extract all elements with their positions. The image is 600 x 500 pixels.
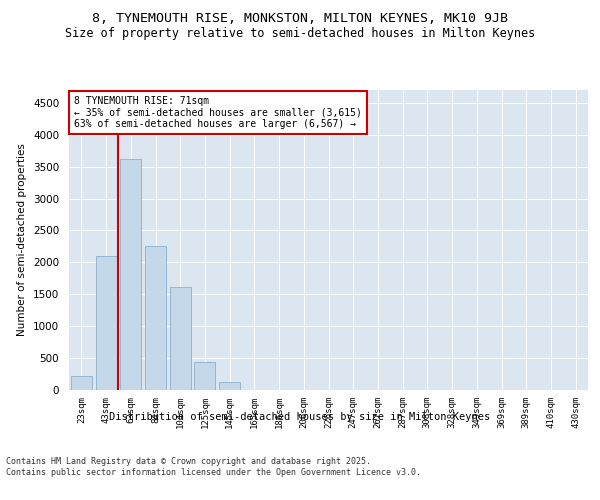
Text: Distribution of semi-detached houses by size in Milton Keynes: Distribution of semi-detached houses by …: [109, 412, 491, 422]
Bar: [170, 286, 191, 390]
Bar: [95, 256, 116, 390]
Bar: [145, 246, 166, 390]
Text: Size of property relative to semi-detached houses in Milton Keynes: Size of property relative to semi-detach…: [65, 28, 535, 40]
Text: 8 TYNEMOUTH RISE: 71sqm
← 35% of semi-detached houses are smaller (3,615)
63% of: 8 TYNEMOUTH RISE: 71sqm ← 35% of semi-de…: [74, 96, 362, 129]
Text: 8, TYNEMOUTH RISE, MONKSTON, MILTON KEYNES, MK10 9JB: 8, TYNEMOUTH RISE, MONKSTON, MILTON KEYN…: [92, 12, 508, 26]
Bar: [120, 159, 141, 390]
Text: Contains HM Land Registry data © Crown copyright and database right 2025.
Contai: Contains HM Land Registry data © Crown c…: [6, 458, 421, 477]
Bar: [71, 376, 92, 390]
Bar: [194, 362, 215, 390]
Y-axis label: Number of semi-detached properties: Number of semi-detached properties: [17, 144, 28, 336]
Bar: [219, 382, 240, 390]
